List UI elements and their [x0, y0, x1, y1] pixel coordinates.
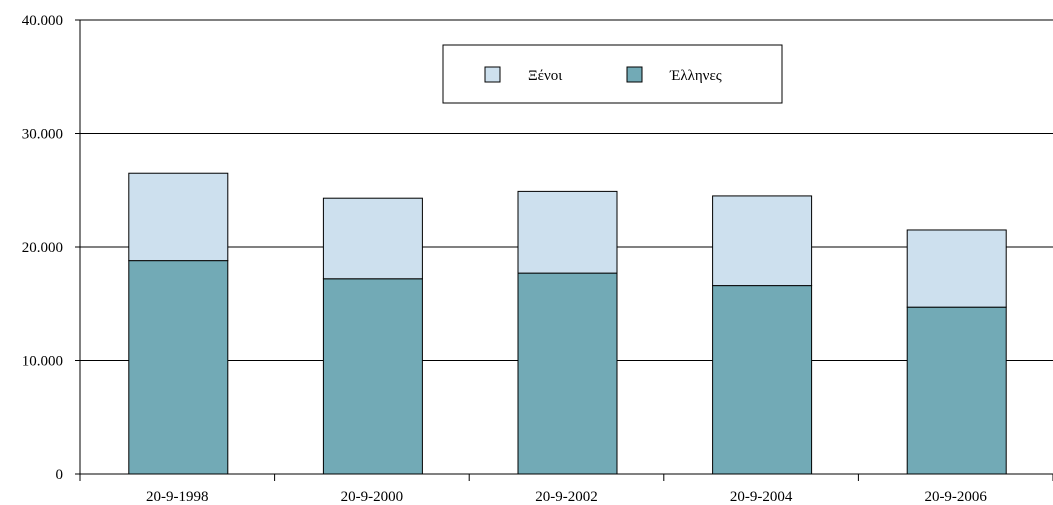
legend: Ξένοι Έλληνες — [442, 44, 783, 104]
bar-greeks-20-9-2004 — [712, 285, 813, 475]
y-tick-label: 40.000 — [22, 13, 63, 29]
y-tick-label: 0 — [56, 467, 64, 483]
y-tick-label: 10.000 — [22, 354, 63, 370]
x-tick-label: 20-9-2006 — [924, 489, 987, 505]
bar-greeks-20-9-2006 — [906, 306, 1007, 475]
x-tick-label: 20-9-2004 — [730, 489, 793, 505]
y-tick-label: 20.000 — [22, 240, 63, 256]
bar-greeks-20-9-1998 — [128, 260, 229, 475]
y-axis-ticks: 0 10.000 20.000 30.000 40.000 — [22, 13, 81, 483]
x-tick-label: 20-9-2002 — [535, 489, 598, 505]
bar-foreigners-20-9-2004 — [712, 195, 813, 287]
bars — [128, 172, 1007, 475]
legend-label: Έλληνες — [669, 68, 722, 84]
legend-label: Ξένοι — [528, 68, 562, 84]
legend-swatch — [626, 66, 643, 83]
bar-greeks-20-9-2000 — [322, 278, 423, 475]
x-tick-label: 20-9-1998 — [146, 489, 209, 505]
x-axis: 20-9-1998 20-9-2000 20-9-2002 20-9-2004 20-9… — [79, 473, 1053, 505]
bar-foreigners-20-9-2006 — [906, 229, 1007, 308]
bar-foreigners-20-9-2000 — [322, 197, 423, 280]
bar-foreigners-20-9-1998 — [128, 172, 229, 262]
bar-greeks-20-9-2002 — [517, 272, 618, 475]
bar-foreigners-20-9-2002 — [517, 190, 618, 274]
x-tick-label: 20-9-2000 — [341, 489, 404, 505]
y-tick-label: 30.000 — [22, 127, 63, 143]
legend-swatch — [484, 66, 501, 83]
